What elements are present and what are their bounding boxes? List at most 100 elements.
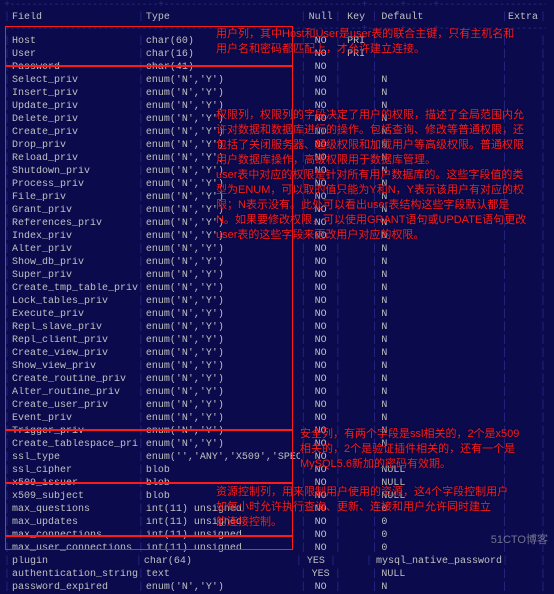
cell-field: max_connections [10,530,138,541]
cell-field: authentication_string [10,569,138,580]
hdr-def: Default [377,12,501,23]
cell-type: enum('N','Y') [144,322,300,333]
cell-default: N [377,335,501,346]
cell-field: Host [10,36,138,47]
watermark: 51CTO博客 [491,531,548,547]
cell-type: enum('N','Y') [144,244,300,255]
cell-type: enum('N','Y') [144,348,300,359]
anno-max-cols: 资源控制列，用来限制用户使用的资源，这4个字段控制用户 如每小时允许执行查询、更… [216,485,508,530]
cell-type: enum('N','Y') [144,75,300,86]
cell-null: NO [306,296,335,307]
cell-type: enum('N','Y') [144,426,300,437]
cell-field: Reload_priv [10,153,138,164]
table-row: |Lock_tables_priv|enum('N','Y')|NO||N|| [4,295,546,308]
cell-type: enum('N','Y') [144,296,300,307]
cell-field: Lock_tables_priv [10,296,138,307]
table-row: |Alter_priv|enum('N','Y')|NO||N|| [4,243,546,256]
cell-null: NO [306,530,335,541]
cell-null: NO [306,270,335,281]
cell-null: NO [306,322,335,333]
cell-null: NO [306,400,335,411]
cell-default: N [377,400,501,411]
table-row: |password_expired|enum('N','Y')|NO||N|| [4,581,546,594]
cell-type: char(64) [142,556,296,567]
cell-null: YES [306,569,335,580]
hdr-extra: Extra [507,12,540,23]
cell-field: max_user_connections [10,543,138,554]
cell-field: Drop_priv [10,140,138,151]
table-row: |Password|char(41)|NO|||| [4,61,546,74]
cell-default: mysql_native_password [372,556,502,567]
cell-field: Index_priv [10,231,138,242]
cell-field: File_priv [10,192,138,203]
cell-type: enum('N','Y') [144,335,300,346]
cell-type: enum('N','Y') [144,387,300,398]
table-row: |Create_view_priv|enum('N','Y')|NO||N|| [4,347,546,360]
table-row: |Show_db_priv|enum('N','Y')|NO||N|| [4,256,546,269]
table-row: |Event_priv|enum('N','Y')|NO||N|| [4,412,546,425]
cell-type: enum('N','Y') [144,582,300,593]
cell-field: Show_view_priv [10,361,138,372]
hdr-field: Field [10,12,138,23]
cell-field: Trigger_priv [10,426,138,437]
hdr-type: Type [144,12,300,23]
cell-field: Repl_client_priv [10,335,138,346]
hdr-null: Null [306,12,335,23]
cell-default: N [377,257,501,268]
cell-type: int(11) unsigned [144,543,300,554]
cell-field: Grant_priv [10,205,138,216]
cell-type: enum('N','Y') [144,374,300,385]
cell-field: Event_priv [10,413,138,424]
cell-type: enum('N','Y') [144,257,300,268]
cell-default: 0 [377,543,501,554]
cell-type: enum('N','Y') [144,413,300,424]
cell-type: enum('N','Y') [144,309,300,320]
cell-default: N [377,296,501,307]
cell-field: Create_tmp_table_priv [10,283,138,294]
table-row: |max_user_connections|int(11) unsigned|N… [4,542,546,555]
table-row: |Show_view_priv|enum('N','Y')|NO||N|| [4,360,546,373]
cell-field: ssl_type [10,452,138,463]
cell-null: NO [306,543,335,554]
table-row: |Repl_client_priv|enum('N','Y')|NO||N|| [4,334,546,347]
cell-null: NO [306,283,335,294]
table-row: |Create_routine_priv|enum('N','Y')|NO||N… [4,373,546,386]
cell-field: plugin [10,556,136,567]
cell-field: Alter_routine_priv [10,387,138,398]
cell-type: int(11) unsigned [144,530,300,541]
cell-type: enum('N','Y') [144,88,300,99]
cell-null: NO [306,244,335,255]
cell-default: N [377,270,501,281]
cell-field: max_questions [10,504,138,515]
cell-field: Create_routine_priv [10,374,138,385]
cell-default: N [377,322,501,333]
cell-field: Update_priv [10,101,138,112]
cell-type: char(41) [144,62,300,73]
cell-field: Repl_slave_priv [10,322,138,333]
cell-field: Show_db_priv [10,257,138,268]
cell-default: N [377,361,501,372]
cell-field: Execute_priv [10,309,138,320]
table-row: |Create_user_priv|enum('N','Y')|NO||N|| [4,399,546,412]
cell-field: Create_priv [10,127,138,138]
hdr-key: Key [341,12,372,23]
cell-default: N [377,387,501,398]
cell-field: max_updates [10,517,138,528]
cell-field: Create_view_priv [10,348,138,359]
cell-default: N [377,582,501,593]
cell-default: NULL [377,569,501,580]
cell-default: N [377,283,501,294]
anno-ssl-cols: 安全列，有两个字段是ssl相关的，2个是x509 相关的，2个是验证插件相关的，… [300,427,519,472]
anno-user-cols: 用户列，其中Host和User是user表的联合主键，只有主机名和 用户名和密码… [216,27,514,57]
cell-field: Insert_priv [10,88,138,99]
table-row: |Execute_priv|enum('N','Y')|NO||N|| [4,308,546,321]
cell-field: Super_priv [10,270,138,281]
table-row: |authentication_string|text|YES||NULL|| [4,568,546,581]
cell-field: Alter_priv [10,244,138,255]
cell-default: N [377,413,501,424]
table-row: |Insert_priv|enum('N','Y')|NO||N|| [4,87,546,100]
table-row: |Repl_slave_priv|enum('N','Y')|NO||N|| [4,321,546,334]
cell-type: enum('N','Y') [144,400,300,411]
cell-field: Process_priv [10,179,138,190]
cell-field: ssl_cipher [10,465,138,476]
